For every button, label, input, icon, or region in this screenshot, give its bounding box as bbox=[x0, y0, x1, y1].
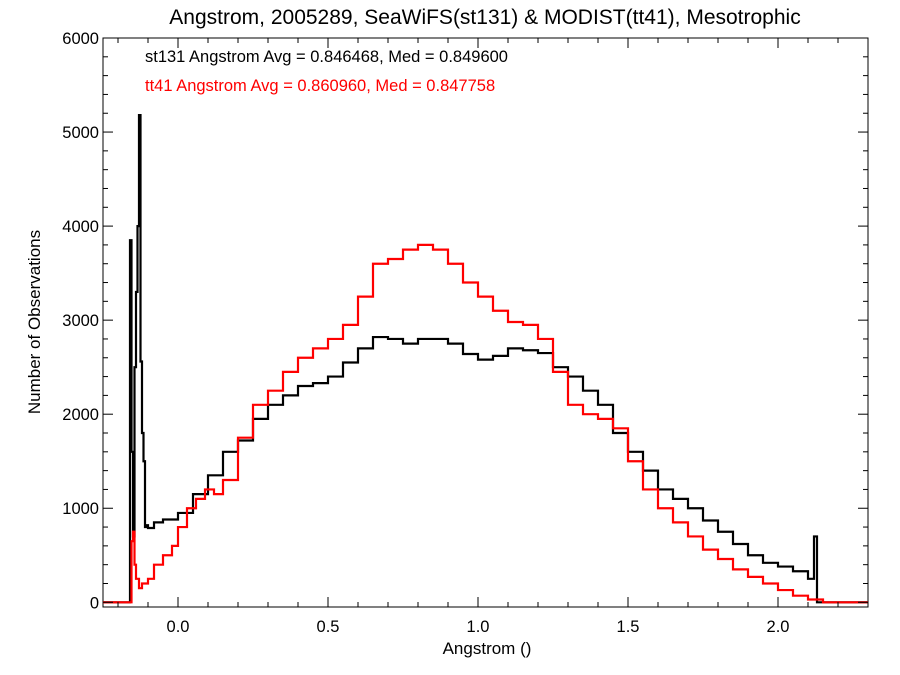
y-tick-label: 6000 bbox=[62, 30, 99, 48]
x-axis-label: Angstrom () bbox=[443, 639, 532, 658]
tick-labels-layer: 0.0 0.5 1.0 1.5 2.0 0 1000 2000 3000 4000 5000 6000 bbox=[62, 30, 789, 636]
plot-frame bbox=[102, 37, 869, 608]
chart-title: Angstrom, 2005289, SeaWiFS(st131) & MODI… bbox=[169, 6, 800, 29]
x-tick-label: 2.0 bbox=[767, 618, 790, 636]
annotation-tt41: tt41 Angstrom Avg = 0.860960, Med = 0.84… bbox=[145, 77, 495, 95]
y-tick-label: 2000 bbox=[62, 406, 99, 424]
series-line-0 bbox=[103, 114, 868, 604]
y-tick-label: 3000 bbox=[62, 312, 99, 330]
ticks-layer bbox=[103, 37, 869, 607]
y-tick-label: 1000 bbox=[62, 500, 99, 518]
y-tick-label: 5000 bbox=[62, 124, 99, 142]
y-axis-label: Number of Observations bbox=[25, 230, 44, 414]
x-tick-label: 1.0 bbox=[467, 618, 490, 636]
x-tick-label: 1.5 bbox=[617, 618, 640, 636]
x-tick-label: 0.5 bbox=[317, 618, 340, 636]
series-layer bbox=[103, 114, 868, 604]
annotation-st131: st131 Angstrom Avg = 0.846468, Med = 0.8… bbox=[145, 48, 508, 66]
series-line-1 bbox=[103, 243, 868, 604]
x-tick-label: 0.0 bbox=[167, 618, 190, 636]
y-tick-label: 0 bbox=[90, 594, 99, 612]
y-tick-label: 4000 bbox=[62, 218, 99, 236]
